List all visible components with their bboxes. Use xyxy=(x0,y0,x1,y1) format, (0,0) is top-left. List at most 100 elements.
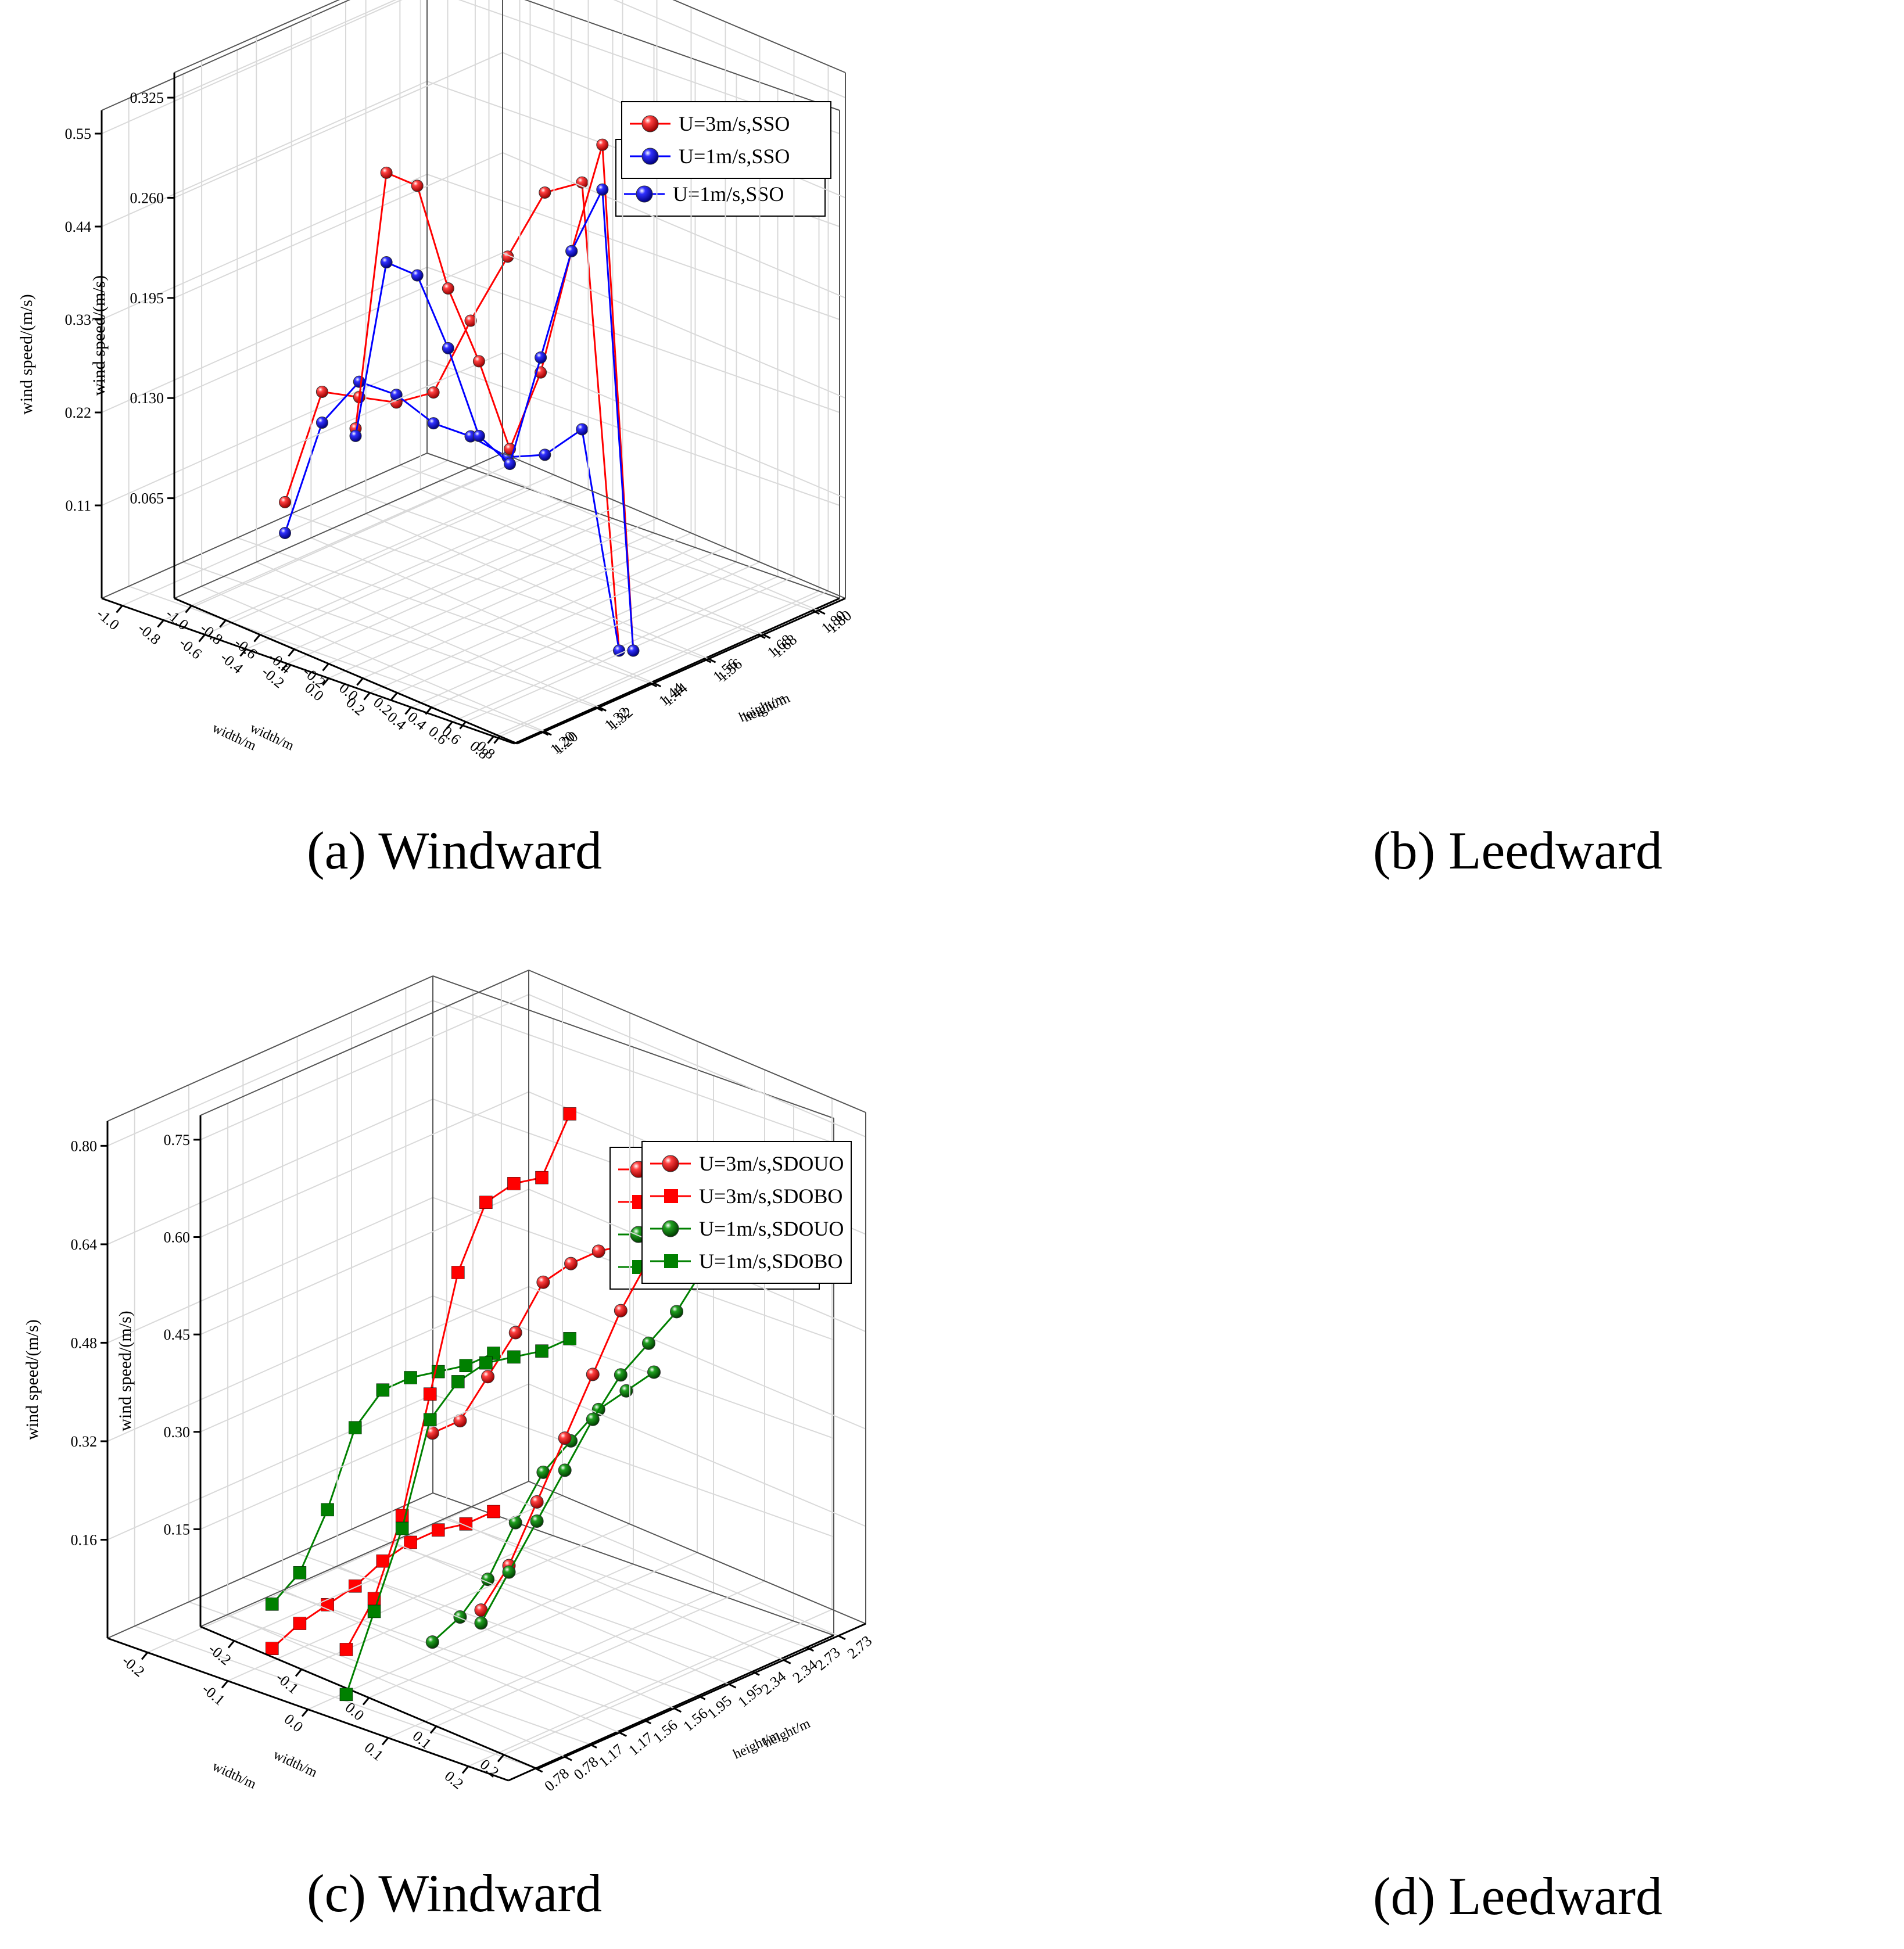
x-tick-mark xyxy=(493,735,501,744)
data-point-marker xyxy=(315,385,328,398)
x-tick-mark xyxy=(185,605,192,613)
floor-grid-line xyxy=(291,513,704,660)
box-edge xyxy=(101,0,351,111)
data-point-marker xyxy=(404,1371,417,1384)
data-point-marker xyxy=(502,1565,516,1579)
wall-grid-line xyxy=(107,1295,433,1442)
y-tick-mark xyxy=(763,634,771,639)
floor-grid-line xyxy=(500,590,829,737)
z-tick-label: 0.16 xyxy=(71,1531,98,1548)
data-point-marker xyxy=(376,1383,390,1397)
legend: U=3m/s,SSO U=1m/s,SSO xyxy=(621,101,831,179)
data-point-marker xyxy=(564,1257,578,1270)
legend-label: U=3m/s,SDOUO xyxy=(699,1152,844,1175)
data-point-marker xyxy=(472,355,485,368)
box-edge xyxy=(107,975,433,1122)
wall-grid-line xyxy=(101,81,428,227)
legend-swatch-marker xyxy=(664,1189,678,1203)
wall-grid-line xyxy=(432,1000,834,1144)
data-point-marker xyxy=(586,1412,600,1426)
wall-grid-line xyxy=(174,152,503,299)
floor-grid-line xyxy=(311,537,654,684)
data-point-marker xyxy=(293,1617,307,1630)
data-point-marker xyxy=(641,1336,655,1350)
wall-grid-line xyxy=(200,1189,529,1336)
y-tick-mark xyxy=(708,658,716,663)
legend-label: U=1m/s,SSO xyxy=(673,182,784,206)
z-tick-label: 0.80 xyxy=(71,1137,98,1154)
floor-grid-line xyxy=(282,1589,620,1733)
wall-grid-line xyxy=(426,174,840,320)
data-point-marker xyxy=(647,1365,661,1379)
box-edge xyxy=(101,453,428,599)
wall-grid-line xyxy=(101,360,428,506)
x-tick-mark xyxy=(362,1697,370,1706)
x-tick-mark xyxy=(390,692,398,701)
wall-grid-line xyxy=(101,0,403,134)
data-point-marker xyxy=(404,1535,417,1549)
x-tick-mark xyxy=(322,677,329,686)
wall-grid-line xyxy=(107,1394,433,1541)
panel-caption: (b) Leedward xyxy=(1373,821,1662,880)
z-axis-title: wind speed/(m/s) xyxy=(23,1319,42,1440)
floor-grid-line xyxy=(182,561,596,708)
wall-grid-line xyxy=(432,1295,834,1439)
x-tick-mark xyxy=(363,692,371,701)
x-tick-mark xyxy=(425,706,432,715)
y-tick-label: 0.78 xyxy=(541,1765,572,1794)
data-point-marker xyxy=(348,1421,362,1434)
wall-grid-line xyxy=(101,174,428,320)
y-tick-label: 2.73 xyxy=(844,1632,875,1662)
box-edge xyxy=(174,453,503,599)
box-edge xyxy=(200,1481,529,1627)
chart-panel-2: 0.0650.1300.1950.2600.325-1.0-0.8-0.6-0.… xyxy=(89,0,1662,880)
box-edge xyxy=(107,1492,433,1639)
z-tick-label: 0.30 xyxy=(164,1424,191,1441)
wall-grid-line xyxy=(107,1000,433,1147)
y-tick-mark xyxy=(564,1756,572,1761)
floor-grid-line xyxy=(501,1492,839,1636)
y-tick-mark xyxy=(752,1671,760,1676)
y-axis-title: height/m xyxy=(741,691,793,726)
floor-grid-line xyxy=(363,532,691,679)
data-point-marker xyxy=(442,282,454,295)
x-tick-label: 0.1 xyxy=(361,1739,387,1764)
panel-caption: (c) Windward xyxy=(307,1864,602,1923)
data-point-marker xyxy=(481,1370,495,1384)
z-axis-title: wind speed/(m/s) xyxy=(89,275,109,396)
y-axis-line xyxy=(537,1623,866,1770)
data-point-marker xyxy=(339,1688,353,1702)
data-point-marker xyxy=(321,1503,334,1517)
floor-grid-line xyxy=(307,1563,634,1710)
z-axis-title: wind speed/(m/s) xyxy=(116,1311,135,1431)
z-tick-label: 0.33 xyxy=(65,311,92,328)
floor-grid-line xyxy=(431,561,760,708)
z-tick-label: 0.130 xyxy=(130,390,164,407)
floor-grid-line xyxy=(328,532,654,679)
y-tick-mark xyxy=(673,1707,682,1713)
x-tick-mark xyxy=(497,1754,505,1763)
box-edge xyxy=(528,970,866,1113)
data-point-marker xyxy=(479,1356,493,1370)
z-tick-label: 0.48 xyxy=(71,1334,98,1351)
x-tick-mark xyxy=(487,735,494,744)
x-tick-mark xyxy=(301,1708,309,1717)
data-point-marker xyxy=(266,1598,279,1611)
data-point-marker xyxy=(451,1266,465,1279)
data-point-marker xyxy=(427,386,440,399)
x-tick-label: 0.0 xyxy=(281,1710,307,1735)
box-edge xyxy=(502,453,846,599)
data-point-marker xyxy=(591,1244,605,1258)
wall-grid-line xyxy=(200,1091,529,1238)
data-point-marker xyxy=(670,1305,684,1319)
x-tick-mark xyxy=(221,1680,229,1689)
z-tick-label: 0.11 xyxy=(65,497,91,514)
x-tick-mark xyxy=(381,1737,389,1746)
floor-grid-line xyxy=(388,1592,714,1739)
x-tick-mark xyxy=(295,1668,303,1677)
data-point-marker xyxy=(453,1610,467,1624)
x-tick-mark xyxy=(429,1725,438,1734)
y-tick-mark xyxy=(619,1732,627,1737)
z-tick-label: 0.55 xyxy=(65,125,92,142)
x-axis-title: width/m xyxy=(271,1747,320,1781)
